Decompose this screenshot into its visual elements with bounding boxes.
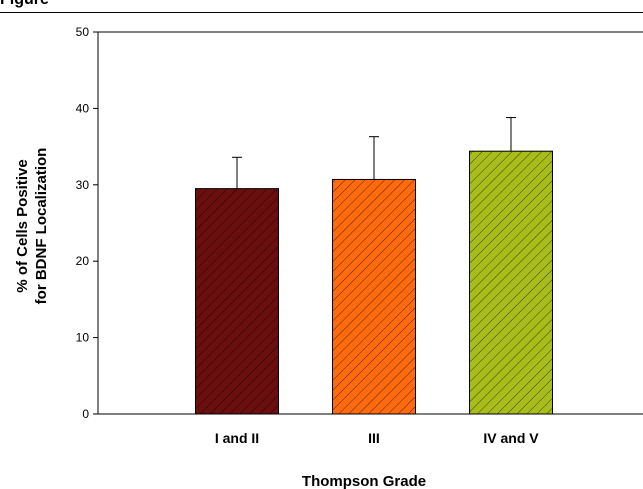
bar-2	[332, 178, 416, 415]
figure-label: Figure	[0, 0, 49, 9]
y-axis-title: % of Cells Positive for BDNF Localizatio…	[14, 148, 50, 305]
y-axis-title-line-1: % of Cells Positive	[14, 159, 31, 292]
y-tick-label: 50	[76, 25, 90, 39]
figure-header: Figure	[0, 0, 643, 12]
x-tick-label: III	[368, 430, 380, 446]
y-axis-title-line-2: for BDNF Localization	[33, 148, 50, 305]
x-tick-label: IV and V	[483, 430, 539, 446]
y-tick-label: 40	[76, 101, 90, 115]
y-tick-label: 0	[82, 407, 89, 421]
error-bars	[232, 117, 516, 189]
y-tick-label: 20	[76, 254, 90, 268]
bar-3	[469, 150, 553, 415]
bar-1	[195, 188, 279, 415]
x-axis-title: Thompson Grade	[302, 473, 426, 489]
y-axis-ticks: 0 10 20 30 40 50	[76, 25, 98, 421]
y-tick-label: 10	[76, 331, 90, 345]
bars	[195, 150, 553, 415]
y-tick-label: 30	[76, 178, 90, 192]
x-axis-labels: I and II III IV and V	[215, 430, 539, 446]
header-rule	[0, 12, 643, 13]
x-tick-label: I and II	[215, 430, 259, 446]
